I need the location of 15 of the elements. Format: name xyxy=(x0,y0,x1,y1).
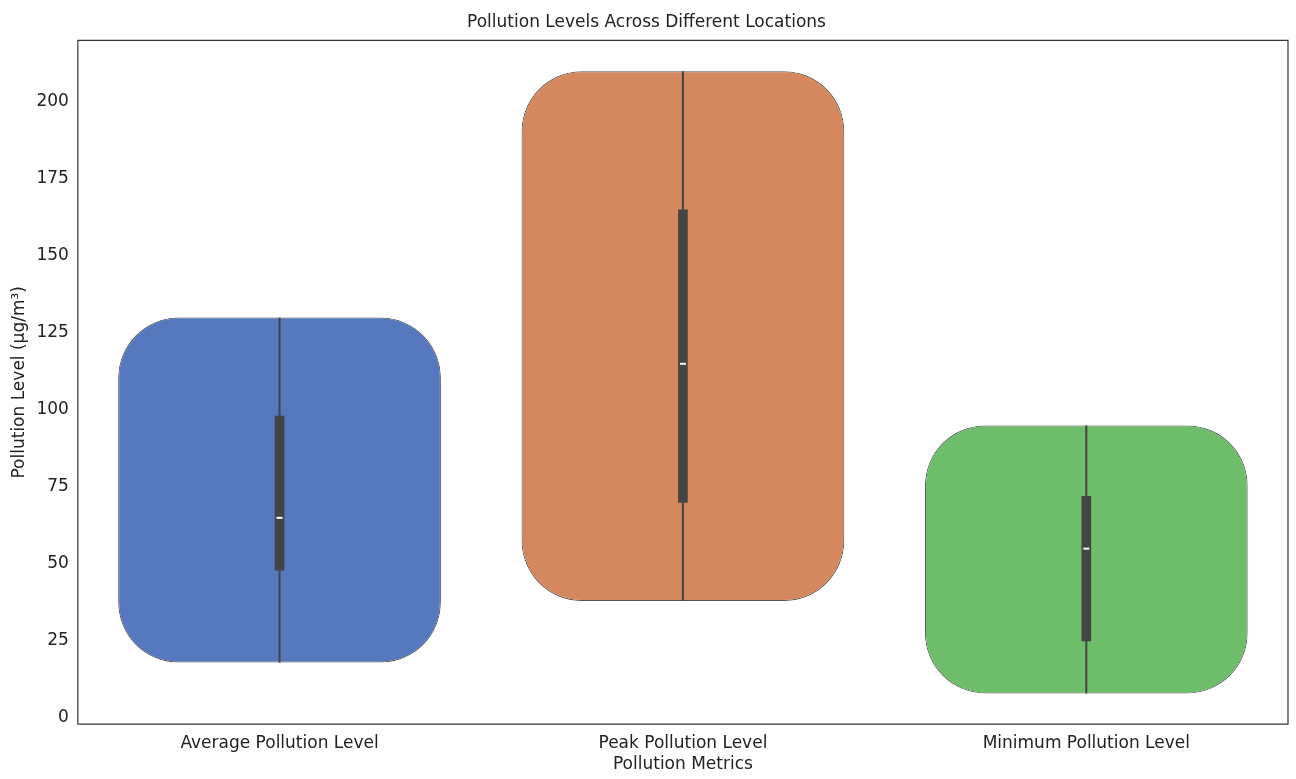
x-tick-label: Average Pollution Level xyxy=(180,731,379,752)
x-tick-label: Peak Pollution Level xyxy=(598,731,768,752)
y-tick-label: 175 xyxy=(36,167,69,188)
y-tick-label: 75 xyxy=(47,475,69,496)
y-tick-label: 0 xyxy=(58,706,69,727)
y-tick-label: 125 xyxy=(36,321,69,342)
x-tick-label: Minimum Pollution Level xyxy=(982,731,1190,752)
y-tick-label: 100 xyxy=(36,398,69,419)
y-axis-title: Pollution Level (µg/m³) xyxy=(7,286,28,479)
x-axis-title: Pollution Metrics xyxy=(612,753,754,774)
y-tick-label: 25 xyxy=(47,629,69,650)
y-tick-label: 150 xyxy=(36,244,69,265)
chart-title: Pollution Levels Across Different Locations xyxy=(467,10,827,31)
y-tick-label: 50 xyxy=(47,552,69,573)
y-tick-label: 200 xyxy=(36,90,69,111)
